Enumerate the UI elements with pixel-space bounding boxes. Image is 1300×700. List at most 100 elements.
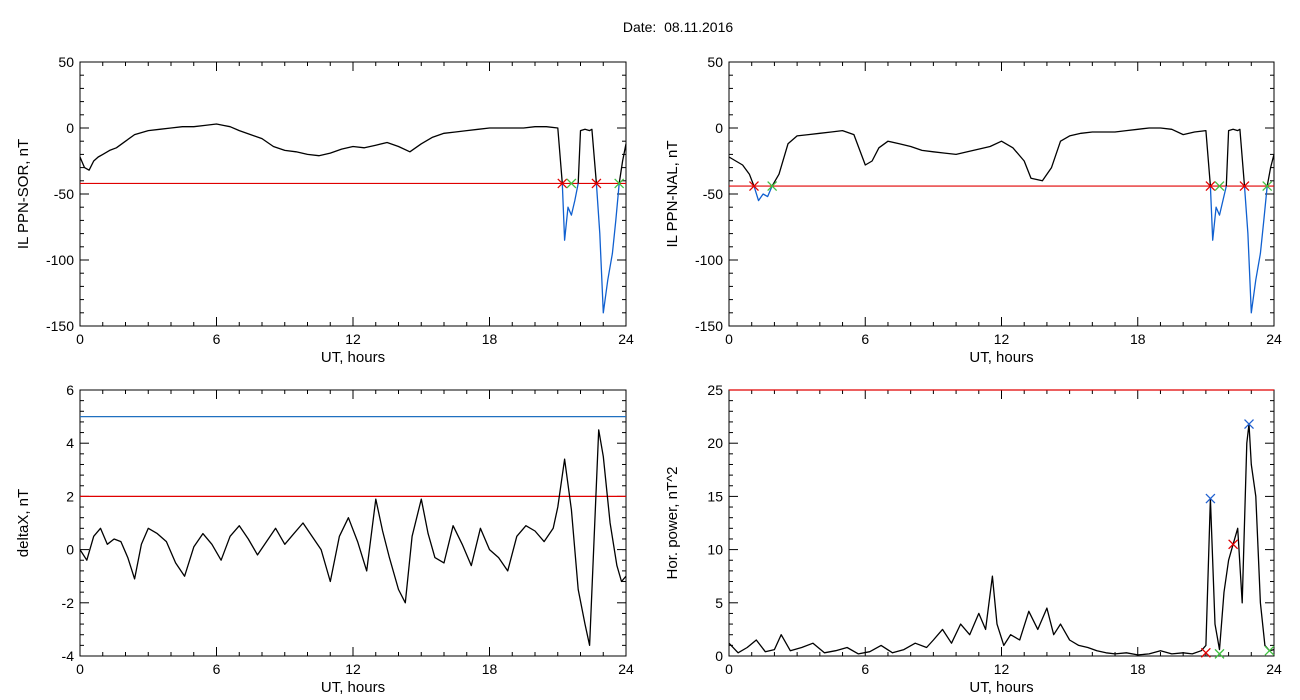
x-tick-label: 12 bbox=[994, 661, 1010, 677]
y-tick-label: 0 bbox=[715, 648, 723, 664]
chart-panel-4: 0 6 12 18 24 0 5 10 15 20 25 UT, hours Hor. power, n… bbox=[664, 382, 1282, 696]
series-line bbox=[1225, 128, 1246, 187]
y-tick-label: -2 bbox=[62, 595, 75, 611]
y-tick-label: -150 bbox=[46, 318, 74, 334]
y-tick-label: 0 bbox=[66, 120, 74, 136]
x-tick-label: 6 bbox=[861, 661, 869, 677]
cross-marker-stroke bbox=[1205, 493, 1216, 504]
cross-marker-stroke bbox=[557, 178, 568, 189]
x-tick-label: 24 bbox=[1266, 331, 1282, 347]
cross-marker-stroke bbox=[749, 181, 759, 192]
series-line bbox=[728, 423, 1275, 656]
cross-marker bbox=[1262, 181, 1273, 192]
x-tick-label: 18 bbox=[1130, 331, 1146, 347]
y-tick-label: 15 bbox=[707, 488, 723, 504]
cross-marker-stroke bbox=[1214, 648, 1225, 659]
y-tick-label: 50 bbox=[707, 54, 723, 70]
series-line bbox=[753, 185, 773, 202]
cross-marker bbox=[1214, 181, 1225, 192]
x-tick-label: 18 bbox=[482, 661, 498, 677]
x-tick-label: 0 bbox=[76, 661, 84, 677]
plot-frame bbox=[728, 389, 1275, 657]
x-axis-label: UT, hours bbox=[969, 349, 1033, 366]
plot-frame bbox=[79, 389, 627, 657]
cross-marker-stroke bbox=[566, 178, 577, 189]
series-line bbox=[561, 183, 579, 241]
cross-marker bbox=[1205, 493, 1216, 504]
y-tick-label: 50 bbox=[58, 54, 74, 70]
cross-marker bbox=[1205, 181, 1216, 192]
cross-marker bbox=[1200, 647, 1211, 658]
cross-marker bbox=[557, 178, 568, 189]
y-tick-label: 4 bbox=[66, 435, 74, 451]
plot-frame bbox=[728, 61, 1275, 327]
y-tick-label: -100 bbox=[46, 252, 74, 268]
y-tick-label: -50 bbox=[54, 186, 74, 202]
cross-marker-stroke bbox=[1264, 645, 1275, 656]
cross-marker-stroke bbox=[591, 178, 602, 189]
cross-marker bbox=[1244, 419, 1254, 430]
date-value: 08.11.2016 bbox=[664, 19, 734, 35]
x-tick-label: 6 bbox=[213, 661, 221, 677]
x-tick-label: 6 bbox=[213, 331, 221, 347]
series-line bbox=[79, 429, 627, 647]
cross-marker bbox=[1239, 181, 1250, 192]
y-tick-label: 0 bbox=[715, 120, 723, 136]
y-tick-label: 0 bbox=[66, 542, 74, 558]
figure-title: Date: 08.11.2016 bbox=[0, 19, 1300, 35]
cross-marker bbox=[614, 178, 625, 189]
y-tick-label: 25 bbox=[707, 382, 723, 398]
x-axis-label: UT, hours bbox=[969, 679, 1033, 696]
cross-marker bbox=[749, 181, 759, 192]
chart-panel-2: 0 6 12 18 24 -150 -100 -50 0 50 UT, hours IL PPN-NA… bbox=[664, 54, 1282, 366]
cross-marker-stroke bbox=[1239, 181, 1250, 192]
series-line bbox=[771, 127, 1212, 187]
x-tick-label: 18 bbox=[1130, 661, 1146, 677]
y-tick-label: -100 bbox=[695, 252, 723, 268]
y-tick-label: 6 bbox=[66, 382, 74, 398]
cross-marker-stroke bbox=[1214, 181, 1225, 192]
y-axis-label: Hor. power, nT^2 bbox=[664, 467, 681, 580]
series-line bbox=[595, 183, 620, 314]
x-tick-label: 12 bbox=[345, 331, 361, 347]
x-tick-label: 0 bbox=[725, 331, 733, 347]
series-line bbox=[1266, 154, 1275, 187]
x-tick-label: 24 bbox=[1266, 661, 1282, 677]
x-axis-label: UT, hours bbox=[321, 679, 385, 696]
cross-marker-stroke bbox=[1244, 419, 1254, 430]
cross-marker bbox=[566, 178, 577, 189]
cross-marker-stroke bbox=[1262, 181, 1273, 192]
y-tick-label: -150 bbox=[695, 318, 723, 334]
plot-frame bbox=[79, 61, 627, 327]
cross-marker-stroke bbox=[1228, 539, 1239, 550]
x-tick-label: 24 bbox=[618, 331, 634, 347]
chart-panel-1: 0 6 12 18 24 -150 -100 -50 0 50 UT, hours IL PPN-SO… bbox=[15, 54, 634, 366]
series-line bbox=[577, 128, 598, 184]
cross-marker bbox=[1214, 648, 1225, 659]
cross-marker bbox=[767, 181, 778, 192]
y-axis-label: deltaX, nT bbox=[15, 489, 32, 557]
cross-marker-stroke bbox=[614, 178, 625, 189]
cross-marker-stroke bbox=[1200, 647, 1211, 658]
cross-marker-stroke bbox=[767, 181, 778, 192]
y-tick-label: 20 bbox=[707, 435, 723, 451]
y-tick-label: 10 bbox=[707, 542, 723, 558]
cross-marker bbox=[1264, 645, 1275, 656]
cross-marker-stroke bbox=[1205, 181, 1216, 192]
x-tick-label: 0 bbox=[76, 331, 84, 347]
x-tick-label: 24 bbox=[618, 661, 634, 677]
cross-marker bbox=[1228, 539, 1239, 550]
cross-marker bbox=[591, 178, 602, 189]
x-tick-label: 12 bbox=[994, 331, 1010, 347]
y-tick-label: 2 bbox=[66, 488, 74, 504]
x-tick-label: 6 bbox=[861, 331, 869, 347]
series-line bbox=[728, 156, 755, 187]
y-tick-label: 5 bbox=[715, 595, 723, 611]
x-axis-label: UT, hours bbox=[321, 349, 385, 366]
series-line bbox=[618, 143, 627, 184]
y-tick-label: -4 bbox=[62, 648, 75, 664]
x-tick-label: 12 bbox=[345, 661, 361, 677]
x-tick-label: 0 bbox=[725, 661, 733, 677]
